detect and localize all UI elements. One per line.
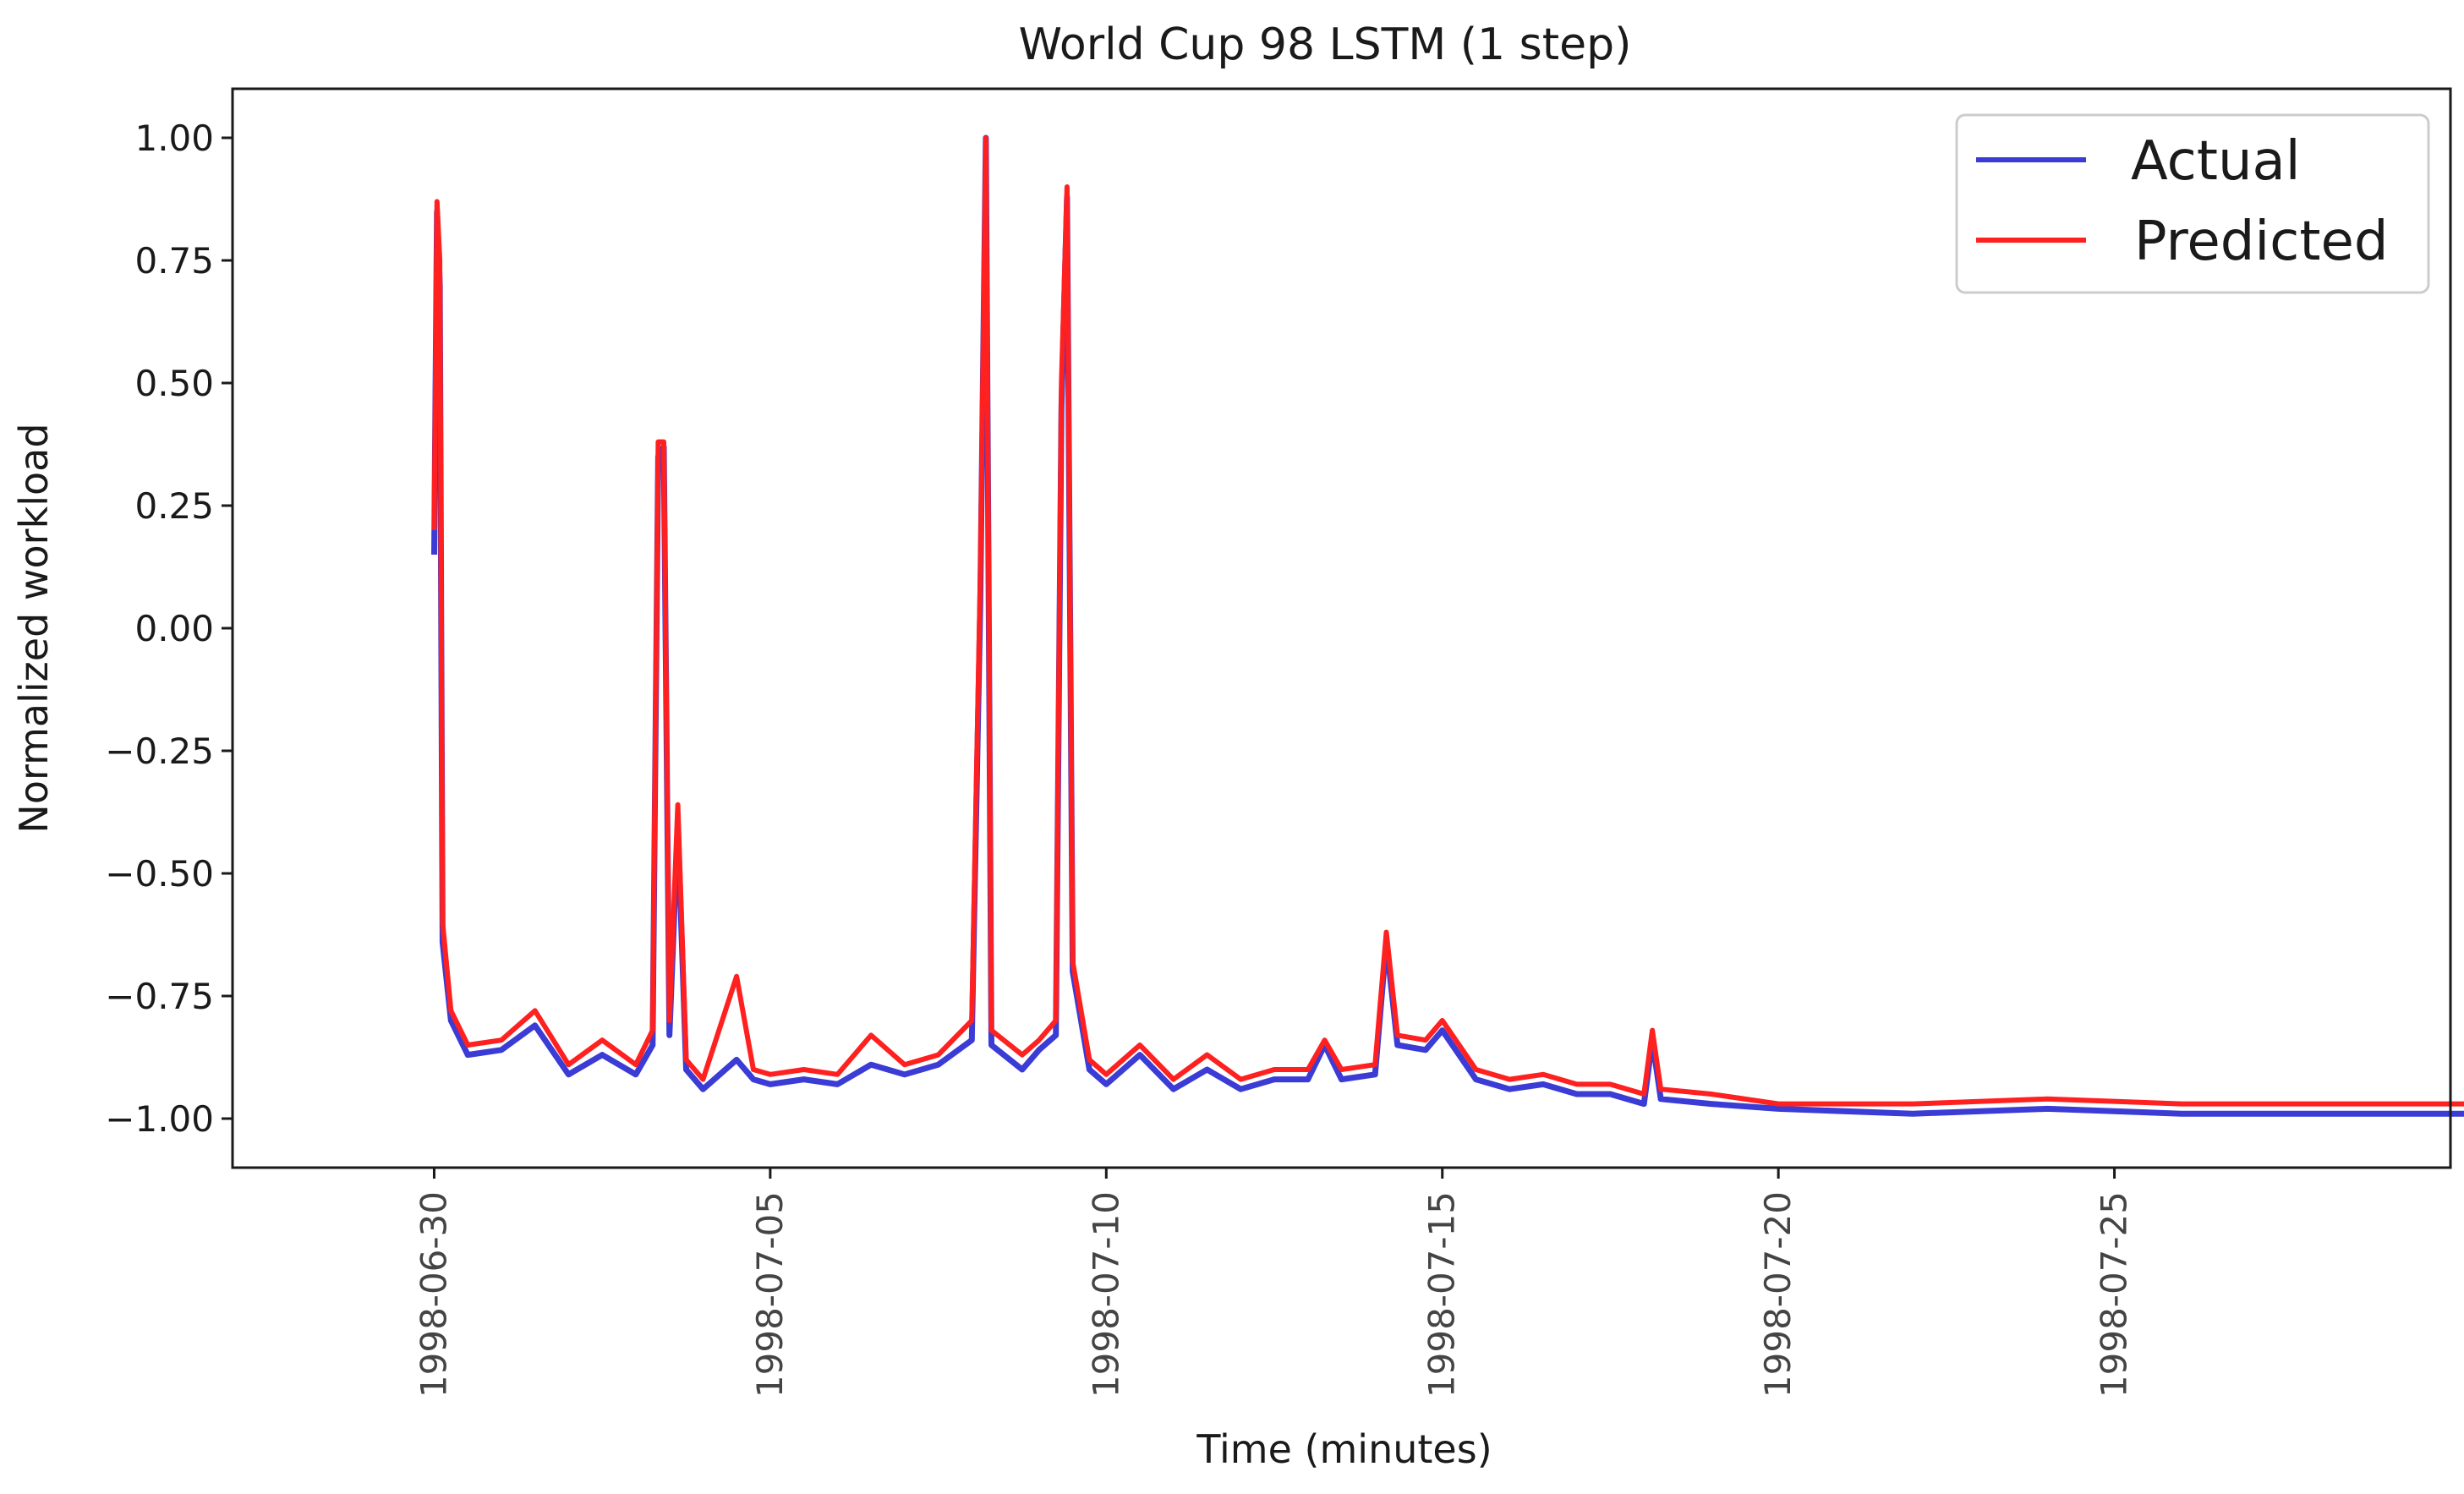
x-tick-label: 1998-07-25: [2094, 1191, 2135, 1398]
x-tick-label: 1998-07-20: [1757, 1191, 1799, 1398]
y-tick-label: −0.25: [105, 731, 214, 772]
x-axis-label: Time (minutes): [1196, 1426, 1492, 1472]
x-tick-label: 1998-06-30: [413, 1191, 454, 1398]
y-tick-label: 0.00: [134, 608, 214, 649]
x-tick-label: 1998-07-15: [1421, 1191, 1463, 1398]
y-tick-label: −0.75: [105, 976, 214, 1017]
series-line-predicted: [431, 135, 2464, 1107]
y-tick-label: 0.75: [134, 240, 214, 282]
legend: Actual Predicted: [1955, 113, 2430, 294]
y-tick-label: 0.25: [134, 485, 214, 527]
x-tick-label: 1998-07-10: [1085, 1191, 1126, 1398]
x-tick-label: 1998-07-05: [749, 1191, 791, 1398]
y-tick-label: −0.50: [105, 853, 214, 895]
chart-title: World Cup 98 LSTM (1 step): [1019, 19, 1632, 70]
plot-frame: [231, 87, 2452, 1169]
series-lines: [431, 134, 2464, 1117]
y-tick-label: −1.00: [105, 1098, 214, 1140]
legend-label-predicted: Predicted: [2134, 211, 2388, 273]
legend-label-actual: Actual: [2131, 130, 2301, 193]
y-axis-label: Normalized workload: [11, 423, 57, 833]
y-tick-label: 1.00: [134, 118, 214, 159]
y-tick-label: 0.50: [134, 363, 214, 404]
ticks: 1.00 0.75 0.50 0.25 0.00 −0.25 −0.50 −0.75 −1.00…: [105, 118, 2134, 1398]
